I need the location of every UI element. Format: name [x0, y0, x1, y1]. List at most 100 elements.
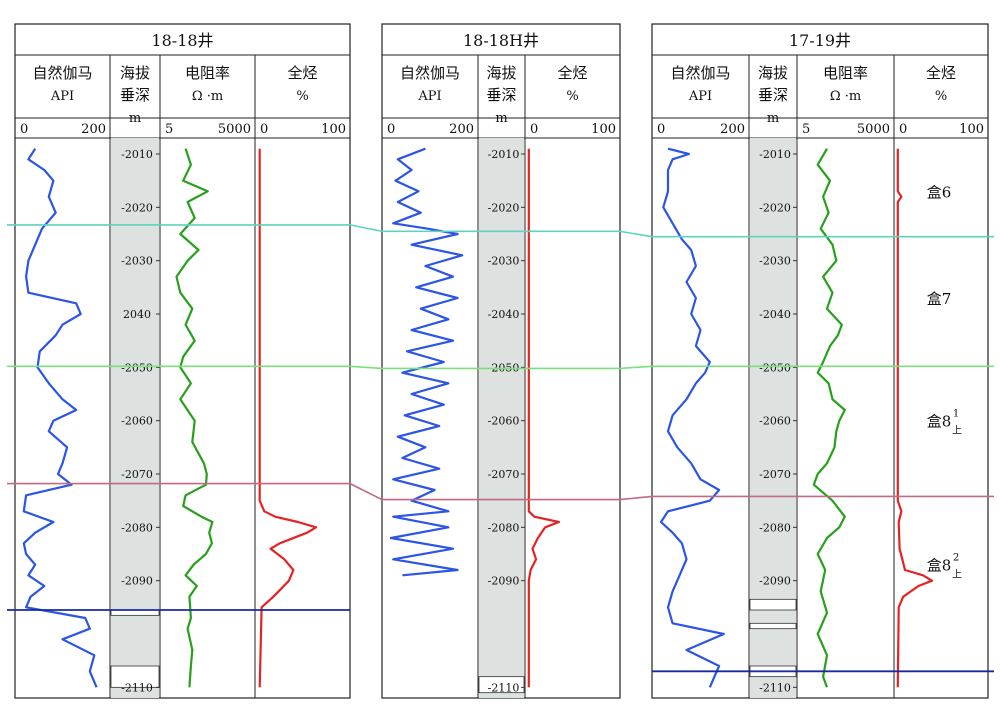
track-title-dep: 海拔: [120, 64, 150, 82]
total-gas-curve: [527, 148, 560, 688]
well-title: 18-18井: [151, 31, 213, 50]
depth-tick-label: -2080: [121, 521, 153, 534]
well-frame: [14, 23, 351, 699]
zone-superscript: 2: [953, 553, 959, 564]
gamma-ray-curve: [22, 148, 98, 688]
correlation-line-2: [7, 365, 994, 370]
depth-tick-label: -2090: [488, 575, 520, 588]
depth-tick-label: -2070: [121, 468, 153, 481]
track-unit-res: Ω ·m: [192, 89, 223, 104]
track-title-res: 电阻率: [185, 64, 230, 82]
zone-subscript: 上: [952, 569, 962, 581]
depth-tick-label: -2030: [121, 255, 153, 268]
track-unit-gas: %: [935, 89, 947, 104]
track-min-gas: 0: [899, 122, 907, 137]
track-max-res: 5000: [218, 122, 251, 137]
track-min-gr: 0: [387, 122, 395, 137]
depth-tick-label: -2090: [121, 575, 153, 588]
track-unit-dep: m: [767, 111, 779, 126]
track-title-dep: 海拔: [486, 64, 516, 82]
correlation-path: [7, 224, 994, 238]
depth-tick-label: -2080: [488, 521, 520, 534]
track-title-gr: 自然伽马: [32, 64, 92, 82]
track-max-res: 5000: [857, 122, 890, 137]
track-max-gas: 100: [591, 122, 616, 137]
core-box: [478, 676, 525, 694]
zone-label: 盒8: [927, 413, 952, 431]
zone-label: 盒6: [927, 183, 952, 201]
well-panel-3: 17-19井 -2010 -2020 -2030 -2040 -2050 -2060 -207…: [651, 23, 989, 699]
track-title-gr: 自然伽马: [670, 64, 730, 82]
depth-tick-label: -2020: [759, 201, 791, 214]
correlation-line-3: [7, 482, 994, 501]
gamma-ray-curve: [389, 147, 464, 577]
total-gas-curve: [896, 148, 934, 688]
track-unit-dep: m: [129, 111, 141, 126]
depth-track-fill: [111, 138, 159, 698]
track-title-dep: 海拔: [758, 64, 788, 82]
well-panel-2: 18-18H井-2010-2020-2030-2040-2050-2060-20…: [381, 23, 621, 699]
gamma-ray-curve: [659, 147, 725, 688]
depth-tick-label: 2040: [123, 308, 151, 321]
track-unit-gr: API: [417, 89, 441, 104]
core-box: [749, 622, 797, 630]
depth-tick-label: -2010: [121, 148, 153, 161]
depth-tick-label: -2020: [488, 201, 520, 214]
core-box: [749, 598, 797, 611]
track-title-gas: 全烃: [926, 64, 956, 82]
track-max-gr: 200: [720, 122, 745, 137]
well-title: 18-18H井: [463, 31, 539, 50]
track-unit-res: Ω ·m: [830, 89, 861, 104]
track-unit-gas: %: [566, 89, 578, 104]
depth-tick-label: -2060: [488, 415, 520, 428]
depth-tick-label: -2040: [759, 308, 791, 321]
depth-tick-label: -2040: [488, 308, 520, 321]
depth-tick-label: -2070: [759, 468, 791, 481]
total-gas-curve: [258, 148, 318, 688]
depth-tick-label: -2090: [759, 575, 791, 588]
resistivity-curve: [812, 148, 846, 688]
depth-tick-label: -2110: [759, 681, 791, 694]
track-unit-gas: %: [296, 89, 308, 104]
depth-tick-label: -2050: [121, 361, 153, 374]
track-min-gas: 0: [260, 122, 268, 137]
track-title-gr: 自然伽马: [400, 64, 460, 82]
correlation-line-4: [7, 609, 994, 673]
track-unit-dep: m: [495, 111, 507, 126]
depth-tick-label: -2010: [759, 148, 791, 161]
track-max-gr: 200: [81, 122, 106, 137]
track-title-gas: 全烃: [287, 64, 317, 82]
core-box: [110, 665, 160, 688]
depth-tick-label: -2060: [121, 415, 153, 428]
zone-superscript: 1: [953, 409, 959, 420]
track-min-res: 5: [802, 122, 810, 137]
track-max-gas: 100: [959, 122, 984, 137]
track-title-dep: 垂深: [486, 86, 516, 104]
track-max-gr: 200: [449, 122, 474, 137]
depth-tick-label: -2050: [759, 361, 791, 374]
track-min-gas: 0: [530, 122, 538, 137]
depth-tick-label: -2030: [759, 255, 791, 268]
zone-label: 盒7: [927, 290, 952, 308]
depth-tick-label: -2020: [121, 201, 153, 214]
track-max-gas: 100: [321, 122, 346, 137]
correlation-path: [7, 365, 994, 370]
well-panel-1: 18-18井 -2010 -2020 -2030 2040 -2050 -2060 -2070…: [14, 23, 351, 699]
track-title-gas: 全烃: [557, 64, 587, 82]
track-min-gr: 0: [20, 122, 28, 137]
correlation-line-1: [7, 224, 994, 238]
correlation-path: [7, 482, 994, 501]
depth-tick-label: -2080: [759, 521, 791, 534]
track-min-res: 5: [165, 122, 173, 137]
zone-subscript: 上: [952, 425, 962, 437]
well-title: 17-19井: [789, 31, 851, 50]
depth-tick-label: -2070: [488, 468, 520, 481]
resistivity-curve: [175, 148, 214, 688]
depth-tick-label: -2110: [488, 681, 520, 694]
track-title-dep: 垂深: [120, 86, 150, 104]
well-frame: [651, 23, 989, 699]
track-title-res: 电阻率: [823, 64, 868, 82]
depth-tick-label: -2010: [488, 148, 520, 161]
zone-label: 盒8: [927, 557, 952, 575]
